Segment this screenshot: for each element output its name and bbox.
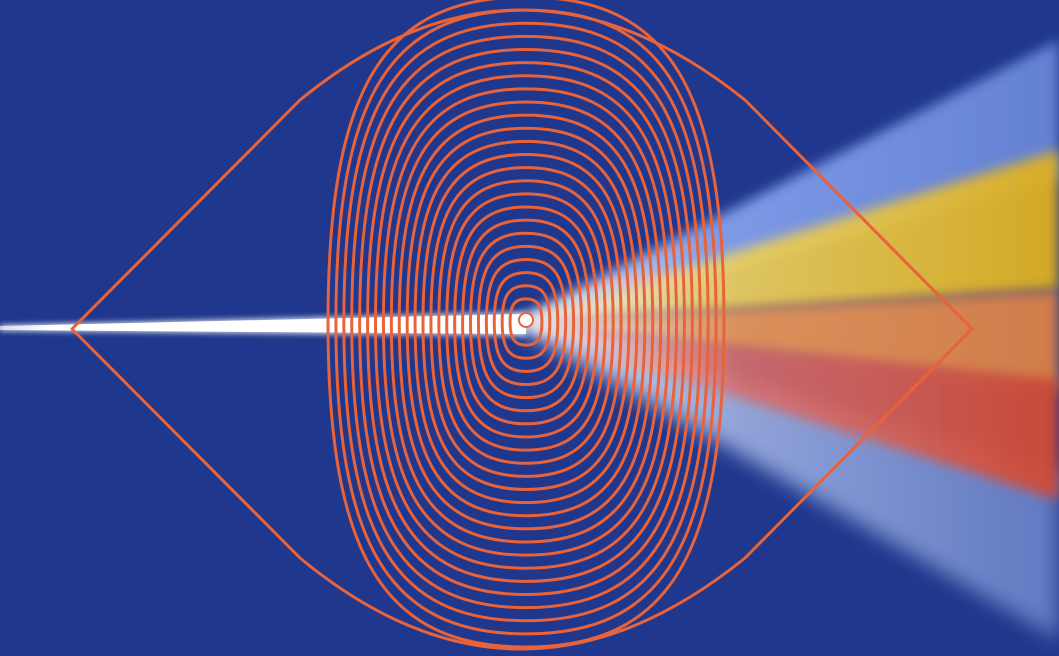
ring bbox=[358, 47, 694, 597]
ring bbox=[445, 192, 607, 452]
incoming-beam bbox=[0, 312, 526, 336]
ring bbox=[350, 34, 702, 610]
beam-blue bbox=[526, 40, 1059, 322]
ring bbox=[342, 21, 710, 623]
ring bbox=[381, 87, 671, 557]
lens-outline bbox=[70, 8, 974, 651]
ring bbox=[405, 126, 647, 518]
ring bbox=[373, 74, 679, 570]
ring bbox=[334, 8, 718, 636]
ring bbox=[508, 297, 544, 347]
ring bbox=[500, 284, 552, 360]
ring bbox=[366, 61, 686, 583]
ring bbox=[453, 205, 599, 439]
ring bbox=[484, 257, 568, 387]
ring bbox=[413, 139, 639, 505]
focal-point bbox=[518, 312, 534, 328]
beam-light-blue bbox=[526, 322, 1059, 640]
ring bbox=[421, 152, 631, 492]
ring bbox=[468, 231, 584, 413]
ring bbox=[461, 218, 591, 426]
ring bbox=[429, 166, 623, 478]
ring bbox=[326, 0, 726, 649]
ring bbox=[389, 100, 663, 544]
ring bbox=[476, 244, 576, 400]
ring bbox=[397, 113, 655, 531]
concentric-rings bbox=[326, 0, 726, 649]
ring bbox=[492, 271, 560, 373]
ring bbox=[437, 179, 615, 465]
